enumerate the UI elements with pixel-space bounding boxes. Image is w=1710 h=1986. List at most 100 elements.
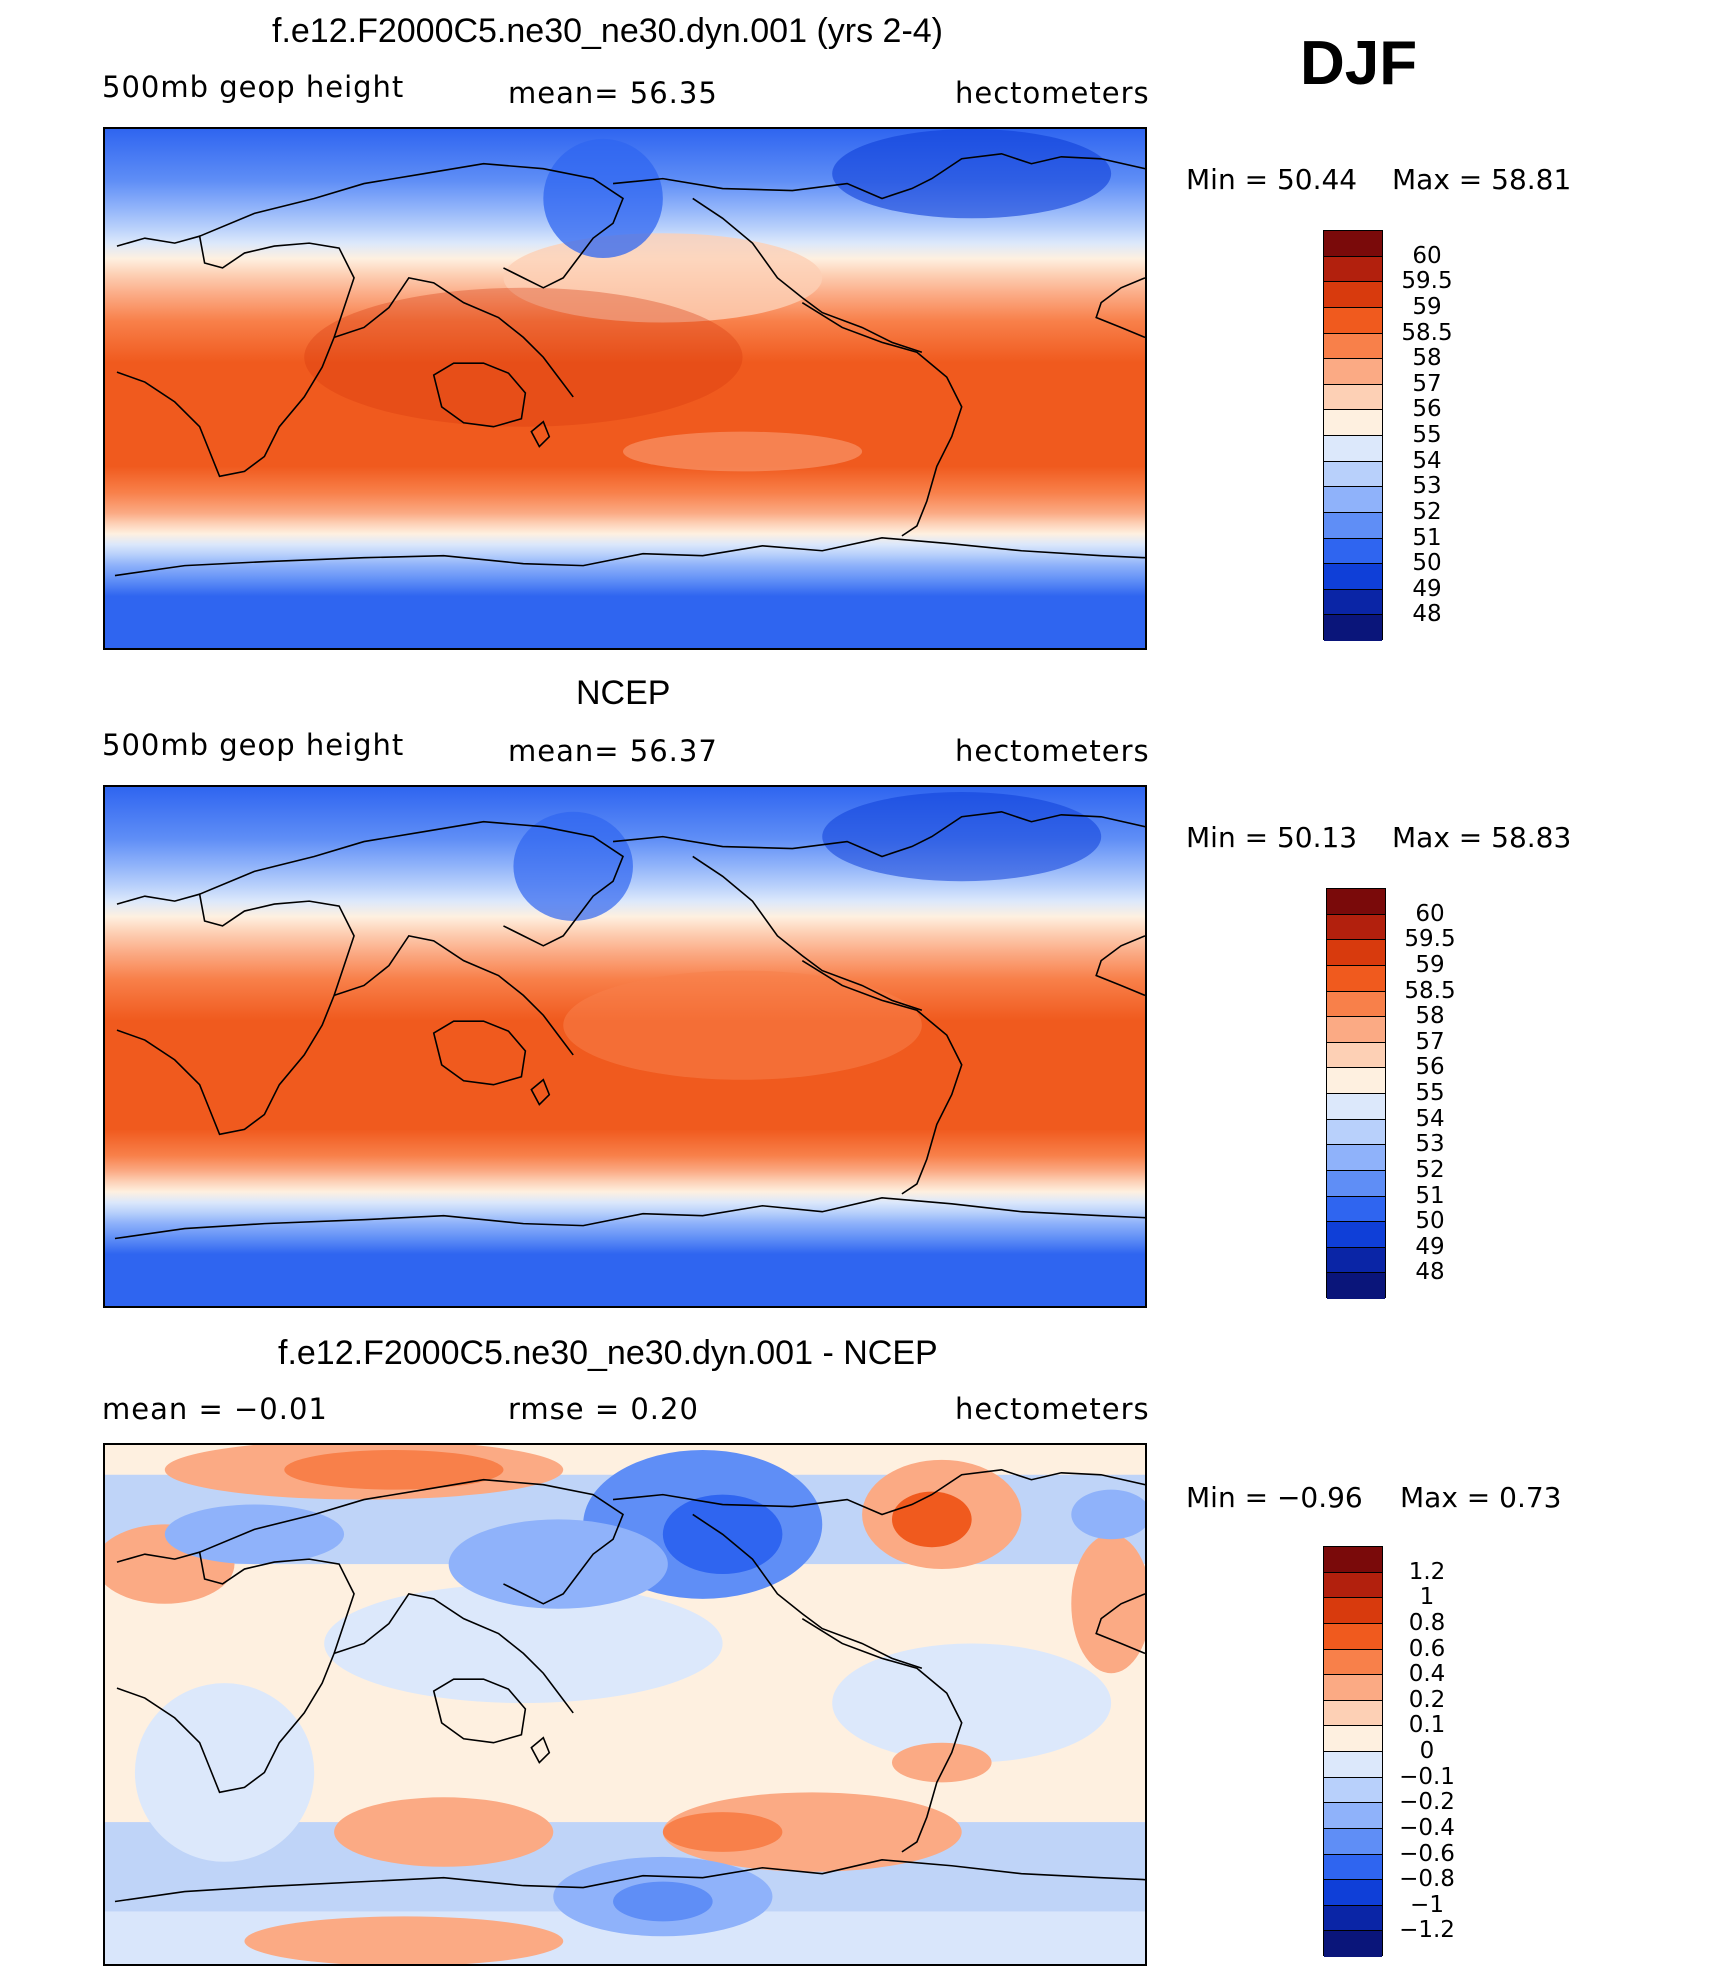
colorbar-tick-label: −1.2	[1399, 1917, 1455, 1944]
colorbar-swatch	[1324, 589, 1382, 616]
panel-2-variable: 500mb geop height	[102, 728, 405, 762]
colorbar-tick-label: 60	[1415, 900, 1445, 927]
panel-1-coastlines	[114, 152, 1145, 577]
colorbar-swatch	[1327, 889, 1385, 915]
colorbar-tick-label: 59.5	[1404, 926, 1456, 953]
colorbar-tick-label: 60	[1412, 242, 1442, 269]
panel-3-colorbar	[1323, 1546, 1383, 1957]
panel-3-title: f.e12.F2000C5.ne30_ne30.dyn.001 - NCEP	[278, 1334, 938, 1372]
colorbar-swatch	[1324, 487, 1382, 513]
panel-3-mean: mean = −0.01	[102, 1392, 328, 1426]
panel-2-colorbar-labels: 60 59.5 59 58.5 58 57 56 55 54 53 52 51 50 49 48	[1385, 888, 1475, 1298]
colorbar-swatch	[1324, 1777, 1382, 1804]
colorbar-swatch	[1324, 1905, 1382, 1932]
panel-1-map-svg	[105, 129, 1145, 648]
colorbar-tick-label: 59	[1412, 293, 1442, 320]
panel-1-min: Min = 50.44	[1186, 163, 1358, 196]
colorbar-tick-label: 51	[1412, 524, 1442, 551]
panel-2-mean: mean= 56.37	[508, 734, 718, 768]
panel-3-rmse: rmse = 0.20	[508, 1392, 699, 1426]
colorbar-tick-label: 57	[1415, 1028, 1445, 1055]
panel-1-max: Max = 58.81	[1392, 163, 1572, 196]
colorbar-tick-label: 0.8	[1408, 1609, 1446, 1636]
colorbar-swatch	[1324, 1854, 1382, 1881]
colorbar-tick-label: 49	[1412, 575, 1442, 602]
colorbar-swatch	[1324, 1726, 1382, 1752]
panel-3-map	[103, 1443, 1147, 1966]
colorbar-tick-label: 0	[1419, 1738, 1435, 1764]
panel-3-map-svg	[105, 1445, 1145, 1964]
panel-1-mean: mean= 56.35	[508, 76, 718, 110]
panel-3-units: hectometers	[955, 1392, 1150, 1426]
colorbar-swatch	[1324, 282, 1382, 308]
colorbar-swatch	[1324, 333, 1382, 360]
colorbar-tick-label: 52	[1412, 498, 1442, 525]
colorbar-swatch	[1327, 914, 1385, 941]
colorbar-tick-label: 55	[1412, 422, 1442, 448]
colorbar-tick-label: 56	[1412, 396, 1442, 423]
colorbar-tick-label: 51	[1415, 1182, 1445, 1209]
panel-2-coastlines	[114, 810, 1145, 1240]
colorbar-tick-label: 48	[1415, 1259, 1445, 1286]
colorbar-swatch	[1327, 1068, 1385, 1094]
panel-2-min: Min = 50.13	[1186, 821, 1358, 854]
colorbar-swatch	[1324, 1803, 1382, 1829]
colorbar-tick-label: 1.2	[1408, 1558, 1446, 1585]
season-label: DJF	[1300, 29, 1418, 98]
colorbar-swatch	[1327, 1247, 1385, 1274]
colorbar-swatch	[1324, 256, 1382, 283]
colorbar-tick-label: 58.5	[1404, 977, 1456, 1004]
colorbar-swatch	[1324, 359, 1382, 385]
colorbar-tick-label: 52	[1415, 1156, 1445, 1183]
colorbar-tick-label: −0.1	[1399, 1763, 1455, 1790]
colorbar-tick-label: 0.6	[1408, 1635, 1446, 1662]
colorbar-tick-label: 54	[1415, 1105, 1445, 1132]
colorbar-swatch	[1324, 615, 1382, 641]
colorbar-swatch	[1324, 1649, 1382, 1676]
panel-3-coastlines	[114, 1468, 1145, 1903]
panel-2-map-svg	[105, 787, 1145, 1306]
panel-2-units: hectometers	[955, 734, 1150, 768]
colorbar-tick-label: 53	[1415, 1131, 1445, 1158]
panel-2-max: Max = 58.83	[1392, 821, 1572, 854]
colorbar-tick-label: 54	[1412, 447, 1442, 474]
panel-2-colorbar	[1326, 888, 1386, 1299]
colorbar-tick-label: 55	[1415, 1080, 1445, 1106]
colorbar-swatch	[1327, 1145, 1385, 1171]
colorbar-swatch	[1324, 1623, 1382, 1650]
panel-1-variable: 500mb geop height	[102, 70, 405, 104]
panel-2-title: NCEP	[576, 674, 671, 712]
panel-1-colorbar	[1323, 230, 1383, 641]
colorbar-swatch	[1324, 564, 1382, 590]
colorbar-tick-label: 56	[1415, 1054, 1445, 1081]
colorbar-swatch	[1324, 436, 1382, 462]
colorbar-tick-label: 59	[1415, 951, 1445, 978]
panel-3-colorbar-labels: 1.2 1 0.8 0.6 0.4 0.2 0.1 0 −0.1 −0.2 −0.4 −0.6 −0.8…	[1382, 1546, 1472, 1956]
colorbar-swatch	[1324, 231, 1382, 257]
colorbar-tick-label: 53	[1412, 473, 1442, 500]
colorbar-swatch	[1327, 940, 1385, 966]
colorbar-tick-label: 57	[1412, 370, 1442, 397]
colorbar-swatch	[1327, 1094, 1385, 1120]
colorbar-swatch	[1327, 1017, 1385, 1043]
colorbar-tick-label: 50	[1415, 1208, 1445, 1235]
panel-1-colorbar-labels: 60 59.5 59 58.5 58 57 56 55 54 53 52 51 50 49 48	[1382, 230, 1472, 640]
colorbar-tick-label: 59.5	[1401, 268, 1453, 295]
colorbar-swatch	[1324, 1547, 1382, 1573]
colorbar-swatch	[1324, 461, 1382, 488]
colorbar-tick-label: −0.8	[1399, 1866, 1455, 1893]
colorbar-swatch	[1324, 1931, 1382, 1957]
panel-3-max: Max = 0.73	[1400, 1481, 1562, 1514]
colorbar-swatch	[1324, 1700, 1382, 1727]
colorbar-tick-label: 0.4	[1408, 1661, 1446, 1688]
colorbar-swatch	[1324, 1598, 1382, 1624]
colorbar-tick-label: 58	[1412, 345, 1442, 372]
colorbar-swatch	[1324, 410, 1382, 436]
colorbar-swatch	[1327, 1119, 1385, 1146]
colorbar-tick-label: −0.2	[1399, 1789, 1455, 1816]
colorbar-tick-label: 58	[1415, 1003, 1445, 1030]
colorbar-swatch	[1324, 1828, 1382, 1855]
colorbar-tick-label: 0.2	[1408, 1686, 1446, 1713]
panel-2-map	[103, 785, 1147, 1308]
colorbar-tick-label: 0.1	[1408, 1712, 1446, 1739]
